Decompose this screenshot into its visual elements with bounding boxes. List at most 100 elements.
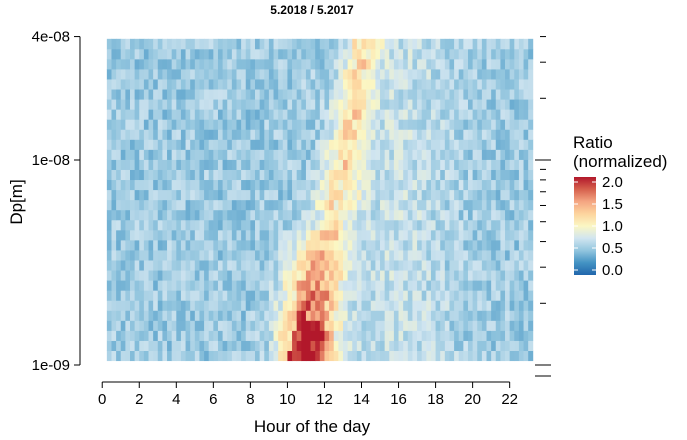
heatmap-cell: [435, 340, 441, 351]
heatmap-cell: [361, 189, 367, 201]
heatmap-cell: [315, 350, 321, 362]
heatmap-cell: [180, 38, 186, 50]
heatmap-cell: [426, 99, 432, 110]
heatmap-cell: [106, 239, 112, 251]
heatmap-cell: [495, 119, 501, 130]
heatmap-cell: [162, 300, 168, 311]
heatmap-cell: [417, 320, 423, 331]
heatmap-cell: [509, 159, 515, 170]
heatmap-cell: [375, 270, 381, 281]
heatmap-cell: [505, 38, 511, 50]
heatmap-cell: [495, 340, 501, 351]
heatmap-cell: [171, 320, 177, 331]
heatmap-cell: [199, 209, 205, 221]
heatmap-cell: [204, 48, 210, 60]
heatmap-cell: [116, 229, 122, 241]
heatmap-cell: [495, 189, 501, 201]
heatmap-cell: [255, 69, 261, 80]
heatmap-cell: [347, 270, 353, 281]
heatmap-cell: [167, 330, 173, 341]
heatmap-cell: [268, 48, 274, 60]
heatmap-cell: [333, 209, 339, 221]
heatmap-cell: [366, 159, 372, 170]
heatmap-cell: [143, 199, 149, 211]
heatmap-cell: [250, 330, 256, 341]
heatmap-cell: [301, 179, 307, 191]
heatmap-cell: [185, 320, 191, 331]
heatmap-cell: [389, 250, 395, 261]
heatmap-cell: [486, 260, 492, 271]
heatmap-cell: [509, 199, 515, 211]
heatmap-cell: [356, 139, 362, 150]
heatmap-cell: [458, 179, 464, 191]
heatmap-cell: [347, 290, 353, 301]
heatmap-cell: [208, 58, 214, 70]
heatmap-cell: [245, 149, 251, 160]
heatmap-cell: [143, 260, 149, 271]
heatmap-cell: [176, 169, 182, 181]
heatmap-cell: [509, 260, 515, 271]
heatmap-cell: [505, 109, 511, 120]
heatmap-cell: [241, 270, 247, 281]
heatmap-cell: [514, 350, 520, 362]
heatmap-cell: [463, 89, 469, 100]
heatmap-cell: [287, 58, 293, 70]
heatmap-cell: [157, 69, 163, 80]
heatmap-cell: [305, 129, 311, 140]
heatmap-cell: [421, 330, 427, 341]
heatmap-cell: [370, 199, 376, 211]
heatmap-cell: [338, 38, 344, 50]
heatmap-cell: [287, 229, 293, 241]
heatmap-cell: [398, 320, 404, 331]
heatmap-cell: [463, 69, 469, 80]
heatmap-cell: [449, 159, 455, 170]
heatmap-cell: [111, 69, 117, 80]
heatmap-cell: [505, 280, 511, 291]
heatmap-cell: [282, 48, 288, 60]
heatmap-cell: [463, 260, 469, 271]
heatmap-cell: [421, 219, 427, 231]
heatmap-cell: [176, 129, 182, 140]
heatmap-cell: [157, 129, 163, 140]
heatmap-cell: [481, 48, 487, 60]
heatmap-cell: [208, 89, 214, 100]
heatmap-cell: [393, 48, 399, 60]
heatmap-cell: [222, 38, 228, 50]
heatmap-cell: [116, 350, 122, 362]
heatmap-cell: [116, 280, 122, 291]
heatmap-cell: [361, 219, 367, 231]
heatmap-cell: [523, 129, 529, 140]
heatmap-cell: [185, 189, 191, 201]
heatmap-cell: [199, 48, 205, 60]
heatmap-cell: [324, 129, 330, 140]
heatmap-cell: [268, 340, 274, 351]
heatmap-cell: [268, 260, 274, 271]
x-tick-label: 6: [209, 391, 217, 408]
heatmap-cell: [310, 330, 316, 341]
heatmap-cell: [523, 189, 529, 201]
heatmap-cell: [523, 179, 529, 191]
heatmap-cell: [180, 260, 186, 271]
heatmap-cell: [329, 179, 335, 191]
heatmap-cell: [403, 129, 409, 140]
heatmap-cell: [171, 340, 177, 351]
heatmap-cell: [347, 330, 353, 341]
heatmap-cell: [208, 129, 214, 140]
heatmap-cell: [217, 79, 223, 90]
heatmap-cell: [222, 310, 228, 321]
heatmap-cell: [491, 239, 497, 251]
heatmap-cell: [454, 350, 460, 362]
x-tick-label: 12: [316, 391, 333, 408]
heatmap-cell: [194, 99, 200, 110]
heatmap-cell: [134, 169, 140, 181]
heatmap-cell: [384, 119, 390, 130]
heatmap-cell: [523, 109, 529, 120]
heatmap-cell: [509, 280, 515, 291]
heatmap-cell: [361, 300, 367, 311]
heatmap-cell: [514, 109, 520, 120]
heatmap-cell: [495, 350, 501, 362]
heatmap-cell: [347, 58, 353, 70]
heatmap-cell: [319, 250, 325, 261]
heatmap-cell: [352, 109, 358, 120]
heatmap-cell: [352, 179, 358, 191]
